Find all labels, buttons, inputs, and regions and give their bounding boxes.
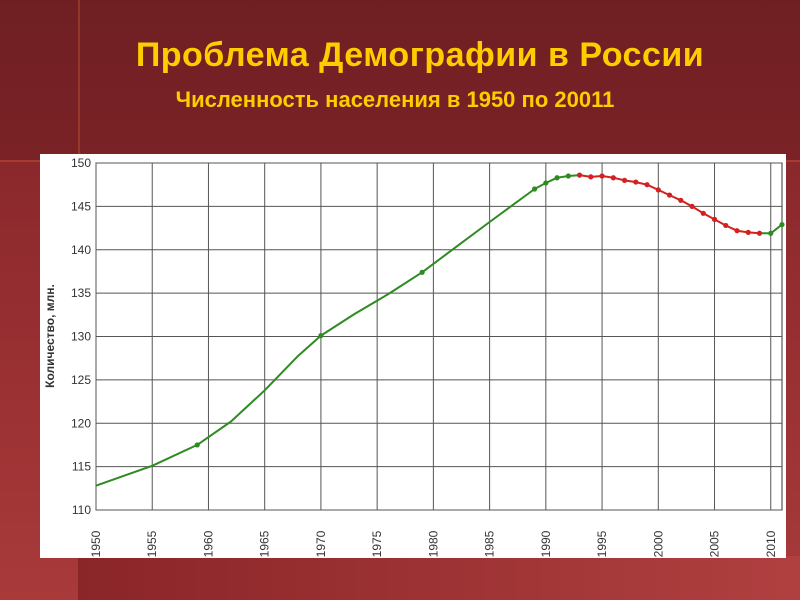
data-point (734, 228, 740, 234)
y-tick-label: 135 (71, 286, 91, 300)
data-point (565, 173, 571, 179)
x-tick-label: 1950 (89, 530, 103, 557)
population-line-chart: 1950 1955 1960 1965 1970 1975 1980 1985 1990 1995… (43, 156, 785, 557)
data-point (723, 222, 729, 229)
slide-title: Проблема Демографии в России (135, 36, 705, 74)
data-point (419, 269, 425, 275)
y-axis-label: Количество, млн. (43, 284, 57, 388)
data-point (588, 174, 594, 180)
data-markers (194, 172, 785, 448)
x-tick-label: 1990 (539, 530, 553, 557)
series-line (95, 174, 580, 487)
x-tick-label: 2005 (708, 530, 722, 557)
data-point (543, 180, 549, 186)
slide-subtitle: Численность населения в 1950 по 20011 (175, 87, 615, 112)
data-point (655, 187, 661, 193)
y-tick-label: 150 (71, 156, 91, 170)
x-tick-label: 1970 (314, 530, 328, 557)
x-tick-label: 2000 (651, 530, 665, 557)
data-point (621, 177, 628, 183)
y-tick-label: 140 (71, 243, 91, 257)
y-tick-label: 110 (72, 503, 91, 517)
data-point (644, 182, 650, 188)
x-tick-label: 1975 (370, 530, 384, 557)
x-tick-label: 1985 (483, 530, 497, 557)
data-point (318, 333, 324, 339)
data-point (779, 221, 785, 228)
title-band (0, 0, 800, 160)
x-tick-label: 1965 (258, 530, 272, 557)
y-tick-label: 130 (71, 330, 91, 344)
y-tick-label: 120 (71, 416, 91, 430)
data-point (678, 197, 684, 203)
data-point (554, 175, 560, 181)
data-point (745, 229, 751, 235)
x-tick-label: 1955 (145, 530, 159, 557)
data-point (689, 203, 695, 209)
x-tick-label: 1960 (201, 530, 215, 557)
data-point (666, 192, 673, 198)
data-point (194, 442, 200, 448)
decorative-bottom-band (78, 556, 800, 600)
y-tick-label: 125 (71, 373, 91, 387)
data-point (768, 230, 774, 236)
y-tick-label: 145 (71, 199, 91, 213)
x-tick-label: 2010 (764, 530, 778, 557)
tick-labels: 1950 1955 1960 1965 1970 1975 1980 1985 1990 1995… (71, 156, 778, 557)
data-point (711, 216, 718, 222)
chart-panel: 1950 1955 1960 1965 1970 1975 1980 1985 1990 1995… (40, 154, 786, 558)
x-tick-label: 1980 (426, 530, 440, 557)
grid-lines (95, 162, 782, 511)
data-point (700, 210, 706, 216)
x-tick-label: 1995 (595, 530, 609, 557)
data-point (531, 186, 538, 192)
data-point (610, 175, 616, 181)
data-point (576, 172, 583, 178)
data-point (599, 173, 605, 179)
data-point (633, 179, 639, 185)
data-point (756, 230, 763, 236)
y-tick-label: 115 (72, 460, 91, 474)
